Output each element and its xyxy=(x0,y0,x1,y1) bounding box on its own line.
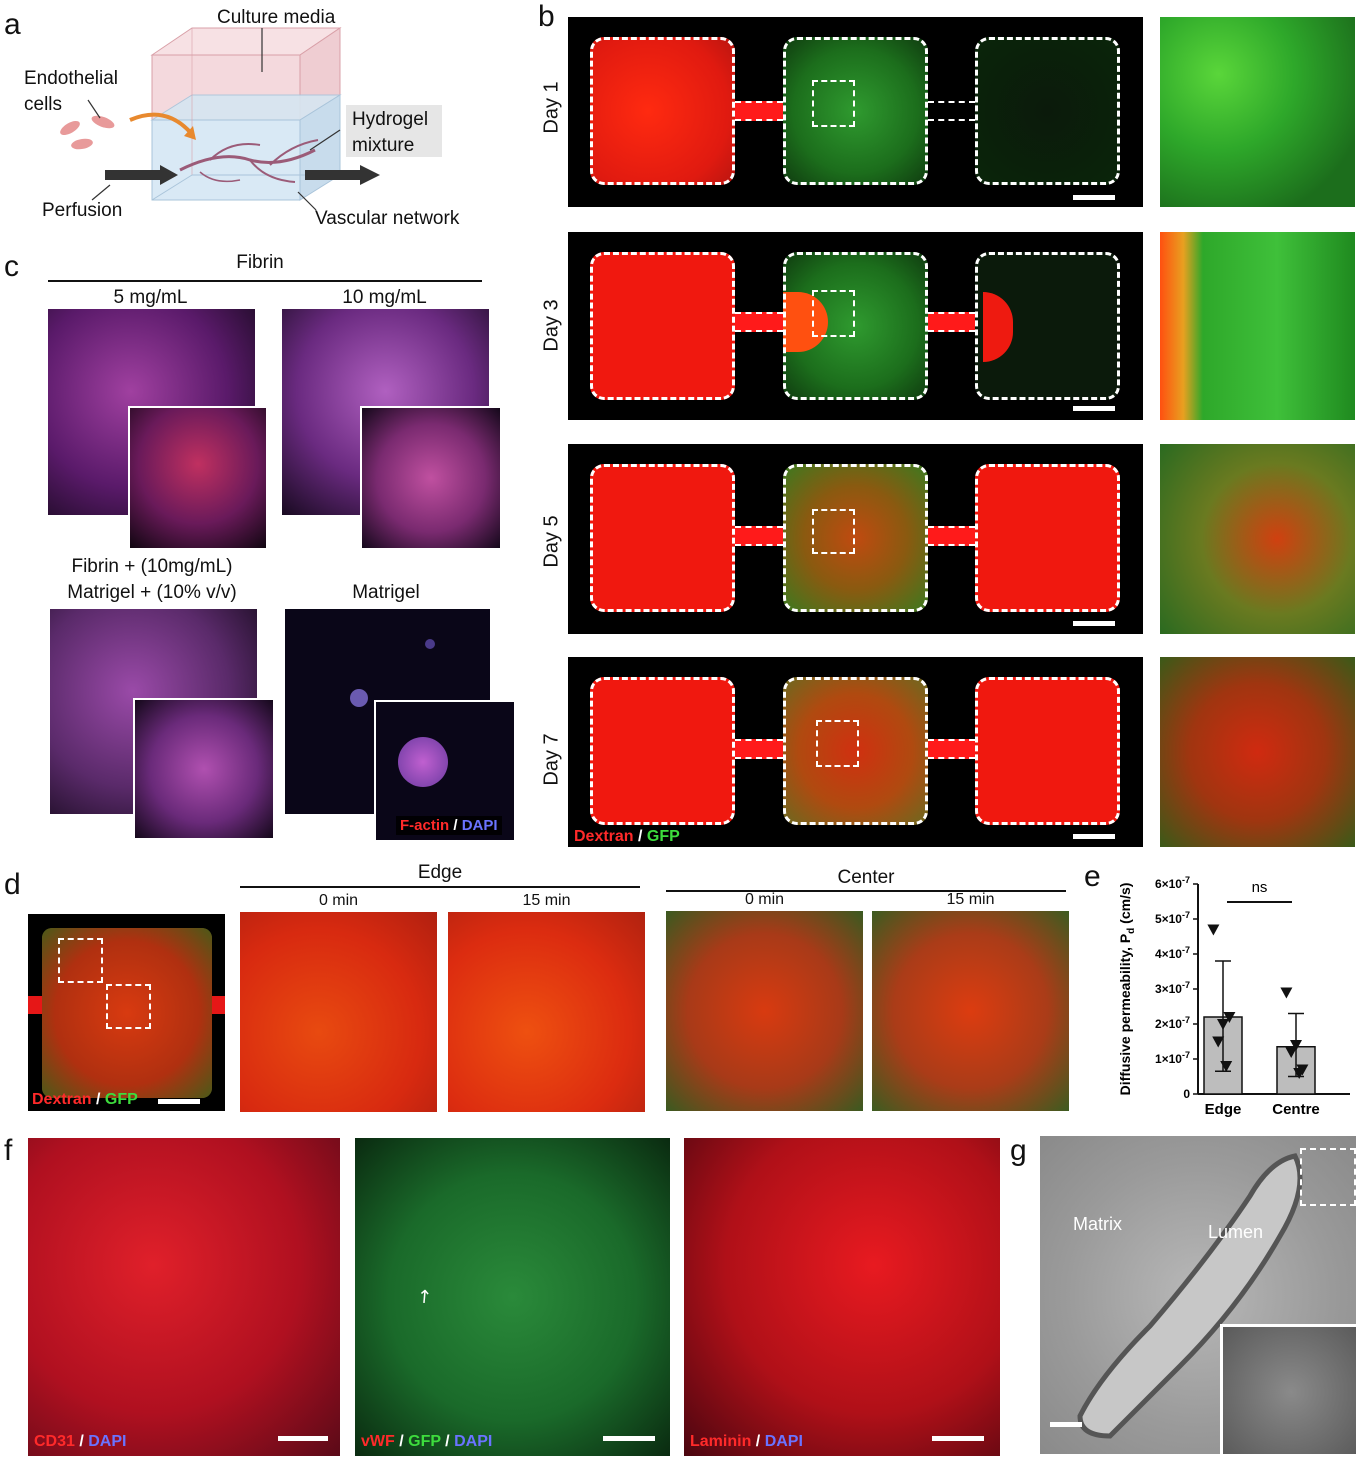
panel-d-legend: Dextran / GFP xyxy=(32,1091,138,1108)
day5-chip-image xyxy=(568,444,1143,634)
data-point xyxy=(1290,1040,1302,1051)
day3-zoom-image xyxy=(1160,232,1355,420)
panel-d-overview-image: Dextran / GFP xyxy=(28,914,225,1111)
panel-label-d: d xyxy=(4,868,21,901)
fibrin-matrigel-inset xyxy=(133,698,275,840)
panel-label-a: a xyxy=(4,8,21,41)
conc-5-label: 5 mg/mL xyxy=(113,287,188,308)
panel-c-legend: F-actin / DAPI xyxy=(396,816,502,835)
y-tick-label: 4×10-7 xyxy=(1155,945,1190,961)
y-tick-label: 6×10-7 xyxy=(1155,875,1190,891)
center-title: Center xyxy=(837,867,895,888)
data-point xyxy=(1285,1047,1298,1058)
x-tick-label: Centre xyxy=(1272,1101,1320,1118)
data-point xyxy=(1223,1012,1236,1023)
vwf-legend: vWF / GFP / DAPI xyxy=(361,1433,493,1450)
matrix-label: Matrix xyxy=(1073,1214,1122,1234)
lumen-label: Lumen xyxy=(1208,1222,1264,1242)
tem-image: Matrix Lumen xyxy=(1040,1136,1356,1454)
data-point xyxy=(1207,924,1220,936)
panel-label-f: f xyxy=(4,1134,13,1167)
hydrogel-box-illustration xyxy=(60,27,442,211)
center-t0-label: 0 min xyxy=(744,891,785,908)
fibrin-matrigel-label-2: Matrigel + (10% v/v) xyxy=(67,582,237,603)
center-t0-image xyxy=(666,911,863,1111)
center-t15-image xyxy=(872,911,1069,1111)
data-point xyxy=(1296,1064,1309,1076)
significance-label: ns xyxy=(1252,879,1268,896)
y-tick-label: 3×10-7 xyxy=(1155,980,1190,996)
day1-zoom-image xyxy=(1160,17,1355,207)
y-tick-label: 0 xyxy=(1183,1087,1190,1101)
hydrogel-label-box xyxy=(346,105,442,157)
y-tick-label: 1×10-7 xyxy=(1155,1050,1190,1066)
matrigel-inset: F-actin / DAPI xyxy=(374,700,516,842)
conc-10-label: 10 mg/mL xyxy=(342,287,427,308)
day-label-1: Day 1 xyxy=(540,81,563,134)
y-tick-label: 2×10-7 xyxy=(1155,1015,1190,1031)
fibrin-5-inset xyxy=(128,406,268,550)
day-label-3: Day 3 xyxy=(540,299,563,352)
panel-a-schematic: Culture media Endothelial cells Hydrogel… xyxy=(0,0,520,240)
day3-chip-image xyxy=(568,232,1143,420)
y-axis-label: Diffusive permeability, Pd (cm/s) xyxy=(1117,883,1137,1096)
edge-t15-image xyxy=(448,912,645,1112)
laminin-image: Laminin / DAPI xyxy=(684,1138,1000,1456)
hydrogel-mixture-label: Hydrogel mixture xyxy=(352,109,429,156)
data-point xyxy=(1220,1061,1233,1072)
edge-t15-label: 15 min xyxy=(522,892,571,909)
data-point xyxy=(1217,1019,1229,1030)
cd31-image: CD31 / DAPI xyxy=(28,1138,340,1456)
arrow-icon: ↗ xyxy=(412,1283,437,1309)
day7-chip-image: Dextran / GFP xyxy=(568,657,1143,847)
x-tick-label: Edge xyxy=(1205,1101,1242,1118)
tem-inset xyxy=(1220,1324,1356,1454)
fibrin-matrigel-label-1: Fibrin + (10mg/mL) xyxy=(71,556,233,577)
vwf-image: vWF / GFP / DAPI ↗ xyxy=(355,1138,670,1456)
laminin-legend: Laminin / DAPI xyxy=(690,1433,803,1450)
culture-media-label: Culture media xyxy=(217,7,336,28)
edge-t0-image xyxy=(240,912,437,1112)
vascular-network-label: Vascular network xyxy=(315,208,460,229)
lumen-outline xyxy=(1077,1153,1303,1439)
center-t15-label: 15 min xyxy=(946,891,995,908)
perfusion-label: Perfusion xyxy=(42,200,123,221)
cd31-legend: CD31 / DAPI xyxy=(34,1433,127,1450)
matrigel-label: Matrigel xyxy=(352,582,420,603)
panel-label-c: c xyxy=(4,250,19,283)
y-tick-label: 5×10-7 xyxy=(1155,910,1190,926)
fibrin-10-inset xyxy=(360,406,502,550)
day5-zoom-image xyxy=(1160,444,1355,634)
edge-t0-label: 0 min xyxy=(318,892,359,909)
day-label-7: Day 7 xyxy=(540,733,563,786)
data-point xyxy=(1212,1036,1225,1048)
endothelial-cells-label: Endothelial cells xyxy=(24,68,119,115)
day-label-5: Day 5 xyxy=(540,515,563,568)
fibrin-title: Fibrin xyxy=(236,252,284,273)
data-point xyxy=(1280,987,1293,999)
permeability-chart-svg: 0 1×10-7 2×10-7 3×10-7 4×10-7 5×10-7 6×10-7 Dif… xyxy=(1117,875,1350,1118)
panel-b-legend: Dextran / GFP xyxy=(570,827,684,847)
panel-label-e: e xyxy=(1084,860,1101,893)
permeability-chart: 0 1×10-7 2×10-7 3×10-7 4×10-7 5×10-7 6×10-7 Dif… xyxy=(1100,862,1360,1132)
panel-label-b: b xyxy=(538,0,555,33)
day1-chip-image xyxy=(568,17,1143,207)
edge-title: Edge xyxy=(417,862,463,883)
panel-label-g: g xyxy=(1010,1134,1027,1167)
day7-zoom-image xyxy=(1160,657,1355,847)
